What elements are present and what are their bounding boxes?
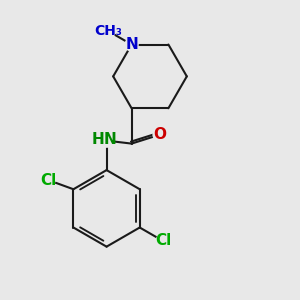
Text: CH₃: CH₃	[95, 24, 123, 38]
Text: N: N	[104, 132, 116, 147]
Text: N: N	[125, 37, 138, 52]
Circle shape	[153, 128, 166, 141]
Text: Cl: Cl	[40, 173, 56, 188]
Circle shape	[125, 38, 138, 51]
Text: O: O	[154, 127, 167, 142]
Text: H: H	[92, 132, 104, 147]
Text: Cl: Cl	[155, 233, 171, 248]
Circle shape	[42, 174, 55, 187]
Circle shape	[100, 134, 113, 147]
Circle shape	[102, 25, 115, 38]
Circle shape	[156, 234, 169, 247]
